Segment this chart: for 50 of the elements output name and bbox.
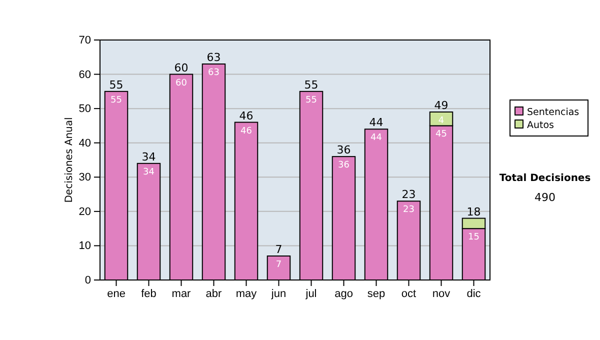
total-label: 49	[434, 99, 448, 112]
total-label: 55	[304, 78, 318, 92]
x-tick-label: feb	[141, 288, 156, 300]
data-label: 4	[438, 116, 444, 126]
data-label: 55	[306, 95, 317, 106]
x-tick-label: dic	[466, 288, 482, 300]
data-label: 46	[240, 126, 252, 136]
x-tick-label: oct	[401, 288, 416, 300]
data-label: 23	[403, 205, 414, 216]
x-tick-label: ago	[334, 288, 353, 300]
x-tick-label: jun	[270, 288, 286, 300]
y-axis-title: Decisiones Anual	[64, 117, 75, 203]
total-label: 18	[466, 205, 481, 218]
y-tick-label: 60	[78, 68, 91, 81]
data-label: 55	[110, 95, 122, 106]
y-tick-label: 70	[78, 34, 91, 47]
x-tick-label: abr	[206, 288, 222, 300]
total-label: 36	[336, 144, 351, 157]
x-tick-label: jul	[304, 288, 317, 300]
y-tick-label: 10	[78, 240, 91, 252]
total-label: 44	[369, 116, 384, 130]
total-label: 23	[402, 188, 416, 202]
x-tick-label: may	[236, 288, 258, 300]
legend-label: Sentencias	[527, 107, 580, 118]
total-label: 34	[142, 150, 156, 164]
x-tick-label: ene	[107, 288, 126, 300]
data-label: 45	[436, 130, 447, 140]
x-tick-label: mar	[172, 288, 192, 300]
data-label: 15	[468, 232, 480, 243]
total-label: 46	[239, 109, 254, 122]
y-tick-label: 0	[84, 274, 91, 287]
text: Total Decisiones	[499, 173, 591, 184]
total-label: 63	[206, 51, 221, 64]
data-label: 44	[370, 133, 382, 144]
x-tick-label: nov	[432, 288, 451, 300]
total-label: 60	[174, 61, 188, 74]
legend-label: Autos	[527, 120, 554, 131]
total-label: 55	[109, 78, 124, 92]
total-label: 7	[275, 243, 282, 256]
data-label: 60	[176, 78, 188, 88]
text: 490	[534, 191, 556, 204]
data-label: 34	[143, 167, 155, 178]
y-tick-label: 50	[78, 103, 91, 116]
x-tick-label: sep	[367, 288, 386, 300]
data-label: 7	[276, 260, 282, 270]
y-tick-label: 40	[78, 137, 91, 150]
y-tick-label: 20	[78, 206, 91, 218]
data-label: 36	[338, 160, 350, 171]
data-label: 63	[208, 68, 220, 78]
y-tick-label: 30	[78, 172, 91, 184]
